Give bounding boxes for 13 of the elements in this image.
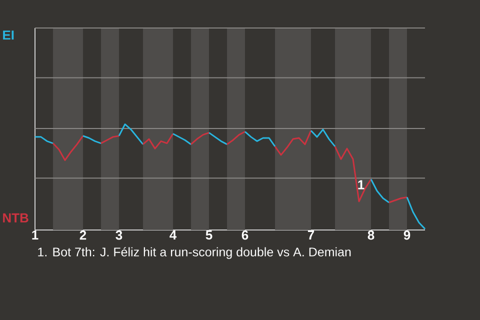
x-tick-label: 1 <box>32 230 38 240</box>
x-tick-label: 2 <box>80 230 86 240</box>
annotation: 1 <box>358 180 364 190</box>
text: 1. Bot 7th: J. Féliz hit a run-scoring double vs A. Demian <box>38 247 351 259</box>
x-tick-label: 5 <box>206 230 212 240</box>
x-tick-label: 4 <box>170 230 177 240</box>
x-tick-label: 3 <box>116 230 122 240</box>
x-tick-label: 6 <box>242 230 248 240</box>
text: NTB <box>3 213 28 222</box>
x-tick-label: 7 <box>308 230 314 240</box>
text: EI <box>3 30 14 40</box>
x-tick-label: 9 <box>404 230 410 240</box>
x-tick-label: 8 <box>368 230 374 240</box>
